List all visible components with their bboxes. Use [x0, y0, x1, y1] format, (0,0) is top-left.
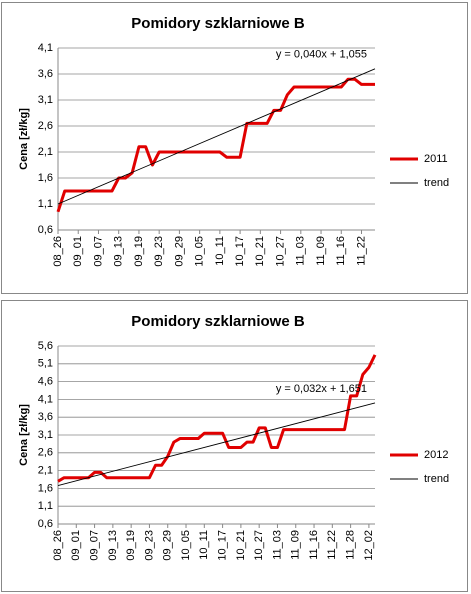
- series-line: [56, 77, 375, 213]
- trend-line: [57, 402, 376, 486]
- y-tick-label: 4,1: [38, 393, 53, 405]
- legend-label: 2011: [424, 153, 448, 165]
- y-tick-label: 1,1: [38, 500, 53, 512]
- x-tick-label: 09_29: [162, 530, 174, 561]
- y-tick-label: 1,6: [38, 172, 53, 184]
- chart-frame: [1, 2, 468, 294]
- y-tick-label: 5,6: [38, 340, 53, 352]
- x-tick-label: 11_22: [326, 530, 338, 560]
- x-tick-label: 11_03: [295, 236, 307, 266]
- y-axis-label: Cena [zł/kg]: [18, 108, 30, 170]
- x-tick-label: 10_11: [214, 236, 226, 266]
- y-tick-label: 2,6: [38, 447, 53, 459]
- y-tick-label: 2,1: [38, 146, 53, 158]
- chart-title: Pomidory szklarniowe B: [131, 15, 305, 32]
- y-tick-label: 0,6: [38, 518, 53, 530]
- x-tick-label: 09_07: [88, 530, 100, 561]
- x-tick-label: 11_28: [345, 530, 357, 560]
- trend-equation: y = 0,040x + 1,055: [276, 49, 367, 61]
- x-tick-label: 09_19: [133, 236, 145, 267]
- x-tick-label: 11_16: [308, 530, 320, 560]
- legend-label: trend: [424, 473, 449, 485]
- x-tick-label: 12_02: [363, 530, 375, 561]
- x-tick-label: 10_21: [235, 530, 247, 561]
- x-tick-label: 09_07: [92, 236, 104, 267]
- x-tick-label: 11_03: [271, 530, 283, 560]
- x-tick-label: 09_19: [125, 530, 137, 561]
- x-tick-label: 11_22: [355, 236, 367, 266]
- x-tick-label: 10_11: [198, 530, 210, 560]
- y-tick-label: 3,6: [38, 411, 53, 423]
- y-tick-label: 3,6: [38, 68, 53, 80]
- trend-line: [57, 68, 376, 205]
- x-tick-label: 09_23: [143, 530, 155, 561]
- y-tick-label: 3,1: [38, 429, 53, 441]
- legend-label: 2012: [424, 449, 448, 461]
- y-tick-label: 5,1: [38, 358, 53, 370]
- x-tick-label: 10_17: [217, 530, 229, 561]
- y-tick-label: 4,1: [38, 42, 53, 54]
- x-tick-label: 10_21: [254, 236, 266, 267]
- y-tick-label: 4,6: [38, 376, 53, 388]
- y-tick-label: 1,1: [38, 198, 53, 210]
- legend-label: trend: [424, 177, 449, 189]
- chart: Pomidory szklarniowe B Cena [zł/kg] 0,6 1,1…: [1, 2, 468, 294]
- series-line: [57, 354, 377, 483]
- x-tick-label: 11_09: [290, 530, 302, 560]
- y-tick-label: 2,1: [38, 465, 53, 477]
- y-tick-label: 2,6: [38, 120, 53, 132]
- x-tick-label: 09_13: [113, 236, 125, 267]
- y-tick-label: 0,6: [38, 224, 53, 236]
- x-tick-label: 09_01: [72, 236, 84, 267]
- x-tick-label: 09_13: [107, 530, 119, 561]
- x-tick-label: 09_29: [173, 236, 185, 267]
- chart-title: Pomidory szklarniowe B: [131, 313, 305, 330]
- x-tick-label: 10_05: [180, 530, 192, 561]
- chart: Pomidory szklarniowe B Cena [zł/kg] 0,6 1,1…: [1, 300, 468, 592]
- x-tick-label: 08_26: [52, 530, 64, 561]
- x-tick-label: 11_09: [315, 236, 327, 266]
- x-tick-label: 10_27: [253, 530, 265, 561]
- x-tick-label: 11_16: [335, 236, 347, 266]
- y-tick-label: 1,6: [38, 482, 53, 494]
- x-tick-label: 10_27: [274, 236, 286, 267]
- x-tick-label: 10_05: [194, 236, 206, 267]
- trend-equation: y = 0,032x + 1,651: [276, 383, 367, 395]
- y-axis-label: Cena [zł/kg]: [18, 404, 30, 466]
- x-tick-label: 10_17: [234, 236, 246, 267]
- x-tick-label: 09_23: [153, 236, 165, 267]
- x-tick-label: 08_26: [52, 236, 64, 267]
- x-tick-label: 09_01: [70, 530, 82, 561]
- y-tick-label: 3,1: [38, 94, 53, 106]
